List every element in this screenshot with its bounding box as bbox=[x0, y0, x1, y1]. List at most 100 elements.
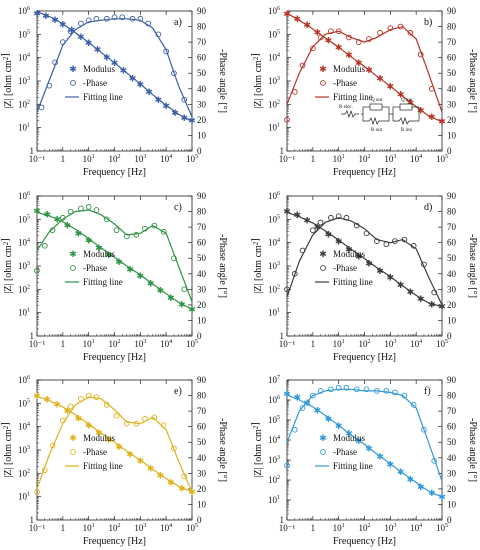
y-tick-label: 102 bbox=[18, 468, 30, 478]
y2-tick-label: 90 bbox=[447, 191, 457, 201]
x-tick-label: 10⁻¹ bbox=[29, 154, 46, 164]
y-tick-label: 106 bbox=[18, 375, 30, 385]
modulus-point: ✱ bbox=[64, 220, 72, 230]
y-tick-label: 101 bbox=[268, 495, 280, 505]
x-tick-label: 102 bbox=[359, 339, 371, 349]
modulus-point: ✱ bbox=[417, 105, 425, 115]
phase-point bbox=[133, 232, 140, 238]
panel-f: 10⁻¹ 1 101 102 103 104 10511011021031041051061… bbox=[250, 375, 478, 547]
y-tick-label: 1 bbox=[30, 331, 35, 341]
phase-point bbox=[335, 28, 342, 35]
modulus-point: ✱ bbox=[345, 50, 353, 60]
phase-point bbox=[410, 402, 417, 408]
legend-fit-label: Fitting line bbox=[333, 461, 373, 471]
x-tick-label: 1 bbox=[61, 339, 66, 349]
modulus-point: ✱ bbox=[428, 300, 436, 310]
y-tick-label: 102 bbox=[268, 99, 280, 109]
x-tick-label: 101 bbox=[333, 339, 345, 349]
phase-point bbox=[392, 238, 398, 244]
legend-phase-marker bbox=[320, 265, 326, 271]
modulus-point: ✱ bbox=[44, 395, 52, 405]
modulus-point: ✱ bbox=[355, 251, 363, 261]
phase-point bbox=[142, 416, 148, 422]
phase-point bbox=[410, 242, 417, 249]
x-tick-label: 102 bbox=[109, 523, 121, 533]
phase-point bbox=[160, 228, 167, 235]
phase-point bbox=[103, 216, 110, 223]
y2-tick-label: 50 bbox=[447, 437, 457, 447]
phase-point bbox=[299, 405, 306, 411]
modulus-point: ✱ bbox=[115, 442, 123, 452]
x-tick-label: 1 bbox=[311, 523, 316, 533]
phase-point bbox=[317, 388, 324, 394]
x-tick-label: 101 bbox=[333, 523, 345, 533]
y2-tick-label: 30 bbox=[197, 468, 207, 478]
phase-point bbox=[317, 34, 324, 41]
y2-tick-label: 20 bbox=[197, 484, 207, 494]
y-tick-label: 105 bbox=[268, 29, 280, 39]
legend-phase-label: -Phase bbox=[333, 78, 357, 88]
y-axis-label: |Z| [ohm cm2] bbox=[0, 238, 14, 293]
modulus-point: ✱ bbox=[345, 244, 353, 254]
modulus-point: ✱ bbox=[147, 464, 155, 474]
phase-point bbox=[392, 389, 398, 396]
y-tick-label: 106 bbox=[18, 6, 30, 16]
y2-tick-label: 70 bbox=[197, 222, 207, 232]
modulus-point: ✱ bbox=[428, 488, 436, 498]
y2-tick-label: 40 bbox=[197, 453, 207, 463]
modulus-point: ✱ bbox=[105, 250, 113, 260]
phase-point bbox=[78, 20, 84, 27]
panel-label: d) bbox=[424, 202, 432, 213]
y-axis-label: |Z| [ohm cm2] bbox=[0, 53, 14, 108]
modulus-point: ✱ bbox=[303, 215, 311, 225]
modulus-point: ✱ bbox=[126, 265, 134, 275]
modulus-point: ✱ bbox=[407, 475, 415, 485]
y2-axis-label: -Phase angle [°] bbox=[217, 418, 228, 482]
modulus-point: ✱ bbox=[188, 304, 196, 314]
modulus-point: ✱ bbox=[180, 113, 188, 123]
phase-fit-line bbox=[36, 18, 193, 118]
y2-tick-label: 90 bbox=[197, 375, 207, 385]
x-tick-label: 1 bbox=[61, 154, 66, 164]
modulus-point: ✱ bbox=[314, 222, 322, 232]
x-tick-label: 103 bbox=[384, 154, 396, 164]
modulus-point: ✱ bbox=[397, 280, 405, 290]
y-tick-label: 102 bbox=[18, 99, 30, 109]
modulus-fit-line bbox=[36, 11, 193, 122]
y-tick-label: 101 bbox=[18, 308, 30, 318]
x-tick-label: 1 bbox=[311, 154, 316, 164]
y2-tick-label: 0 bbox=[197, 146, 202, 156]
modulus-point: ✱ bbox=[376, 73, 384, 83]
phase-point bbox=[317, 219, 324, 226]
modulus-point: ✱ bbox=[157, 471, 165, 481]
y2-tick-label: 0 bbox=[197, 515, 202, 525]
modulus-point: ✱ bbox=[68, 25, 76, 35]
y2-tick-label: 20 bbox=[447, 484, 457, 494]
phase-point bbox=[291, 89, 298, 95]
y2-tick-label: 80 bbox=[197, 391, 207, 401]
phase-point bbox=[181, 286, 188, 293]
y2-tick-label: 90 bbox=[197, 191, 207, 201]
modulus-point: ✱ bbox=[407, 98, 415, 108]
modulus-point: ✱ bbox=[397, 467, 405, 477]
y2-tick-label: 50 bbox=[447, 253, 457, 263]
circuit-label-r-elec: R elec. bbox=[339, 105, 353, 110]
phase-point bbox=[291, 270, 298, 277]
phase-point bbox=[113, 412, 120, 419]
x-axis-label: Frequency [Hz] bbox=[333, 536, 396, 547]
phase-point bbox=[291, 426, 298, 433]
panel-label: f) bbox=[424, 386, 431, 397]
legend-modulus-label: Modulus bbox=[83, 64, 116, 74]
circuit-resistor bbox=[363, 116, 389, 126]
phase-point bbox=[46, 82, 53, 89]
circuit-cpe bbox=[399, 103, 413, 111]
y-tick-label: 102 bbox=[268, 475, 280, 485]
modulus-point: ✱ bbox=[162, 101, 170, 111]
modulus-point: ✱ bbox=[303, 398, 311, 408]
phase-point bbox=[428, 85, 435, 92]
y-tick-label: 106 bbox=[268, 395, 280, 405]
modulus-point: ✱ bbox=[365, 65, 373, 75]
x-tick-label: 102 bbox=[109, 339, 121, 349]
y2-tick-label: 50 bbox=[197, 68, 207, 78]
